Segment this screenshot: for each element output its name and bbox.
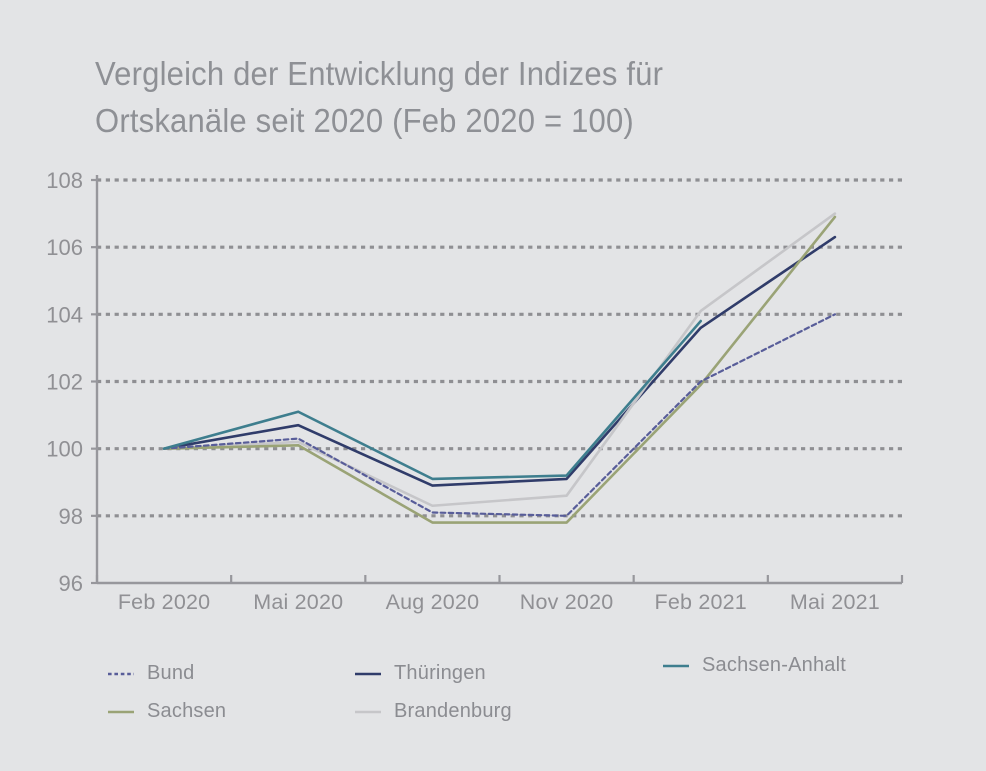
legend-item-sachsen: Sachsen <box>108 700 226 723</box>
x-tick-label: Nov 2020 <box>520 590 614 614</box>
series-line-brandenburg <box>162 212 837 508</box>
legend-swatch-thuringen-line-icon <box>355 672 381 675</box>
series-line-sachsen <box>162 215 837 524</box>
y-tick-label: 104 <box>46 302 83 327</box>
legend-label: Sachsen-Anhalt <box>702 654 847 676</box>
x-tick-label: Aug 2020 <box>386 590 480 614</box>
x-tick-label: Mai 2021 <box>790 590 880 614</box>
x-tick-label: Mai 2020 <box>253 590 343 614</box>
y-tick-label: 96 <box>59 571 83 596</box>
series-line-bund <box>162 313 837 517</box>
y-tick-label: 100 <box>46 437 83 462</box>
y-tick-label: 108 <box>46 168 83 193</box>
legend-label: Sachsen <box>147 700 227 722</box>
chart-title-line1: Vergleich der Entwicklung der Indizes fü… <box>95 55 664 92</box>
legend-item-sachsen-anhalt: Sachsen-Anhalt <box>663 654 846 677</box>
legend-label: Bund <box>147 662 195 684</box>
y-tick-label: 98 <box>59 504 83 529</box>
legend-swatch-sachsen-line-icon <box>108 710 134 713</box>
legend-item-thuringen: Thüringen <box>355 662 486 685</box>
legend-label: Thüringen <box>394 662 486 684</box>
legend-swatch-bund-line-icon <box>108 672 134 675</box>
legend-swatch-brandenburg-line-icon <box>355 710 381 713</box>
legend-swatch-sachsen-anhalt-line-icon <box>663 664 689 667</box>
legend-label: Brandenburg <box>394 700 512 722</box>
x-tick-label: Feb 2020 <box>118 590 210 614</box>
y-tick-label: 106 <box>46 235 83 260</box>
series-line-thuringen <box>162 235 837 487</box>
chart-title: Vergleich der Entwicklung der Indizes fü… <box>95 50 663 144</box>
legend-item-brandenburg: Brandenburg <box>355 700 512 723</box>
y-tick-label: 102 <box>46 370 83 395</box>
x-tick-label: Feb 2021 <box>655 590 747 614</box>
series-line-sachsen-anhalt <box>162 319 703 481</box>
legend-item-bund: Bund <box>108 662 195 685</box>
chart-title-line2: Ortskanäle seit 2020 (Feb 2020 = 100) <box>95 102 634 139</box>
